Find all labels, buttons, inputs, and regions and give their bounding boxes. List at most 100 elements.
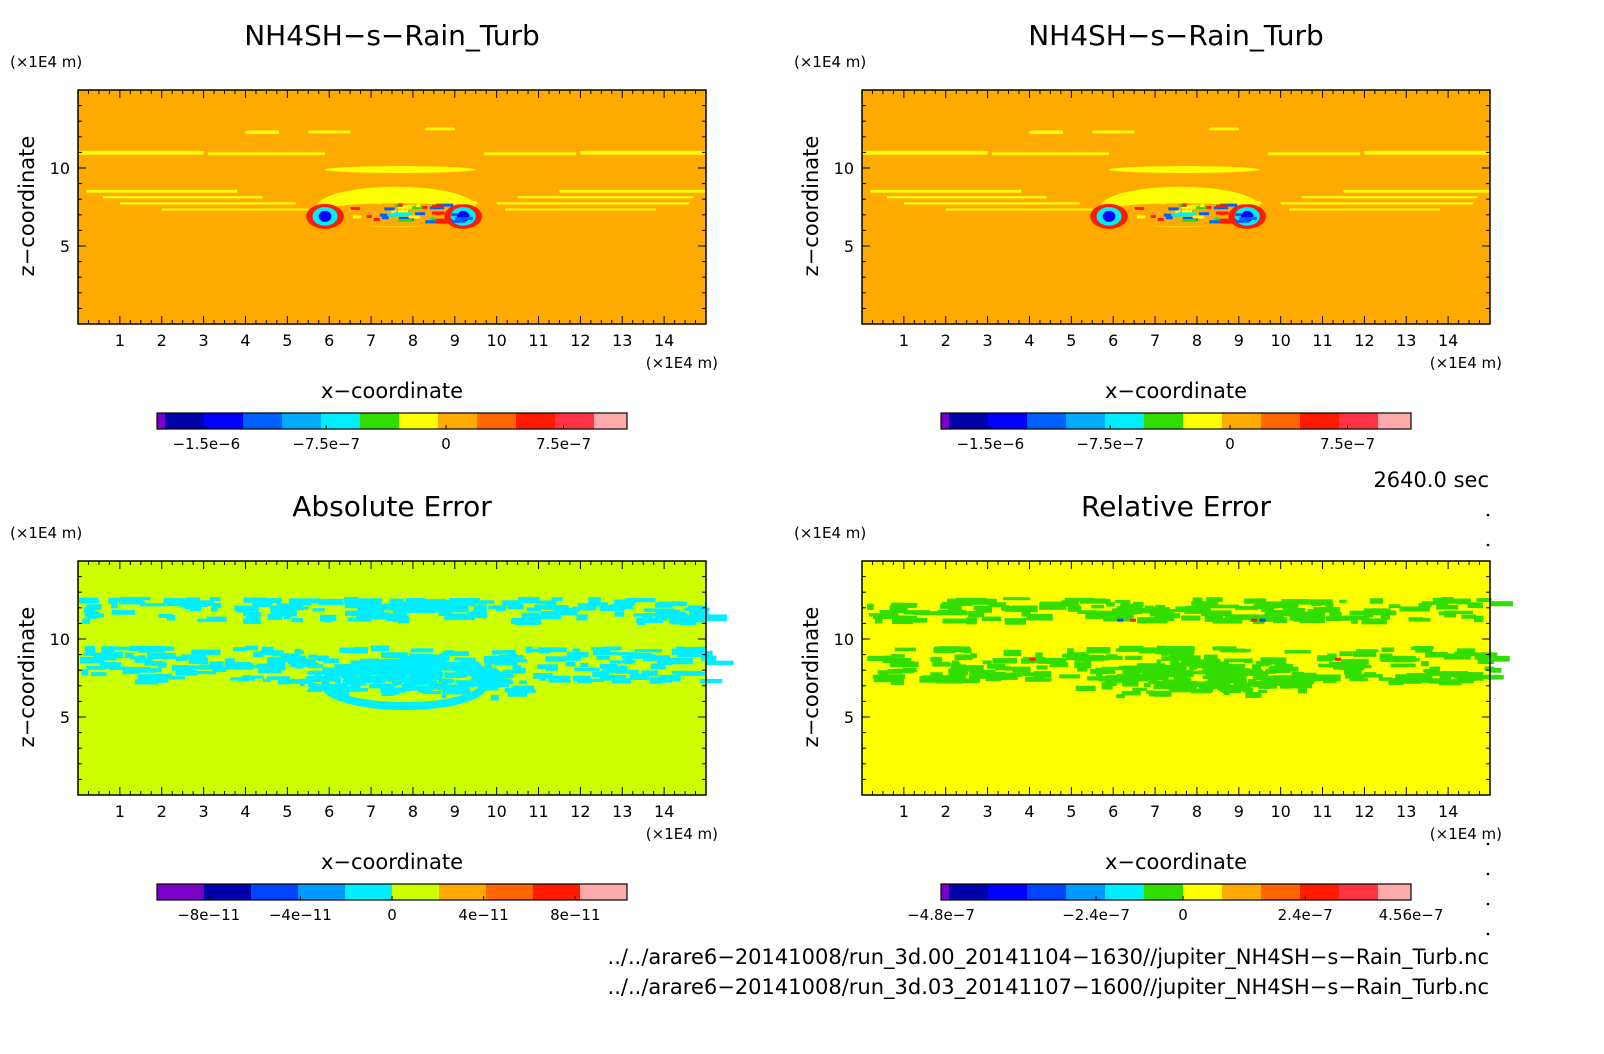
colorbar-swatch xyxy=(251,884,298,900)
colorbar-swatch xyxy=(1222,884,1261,900)
colorbar-swatch xyxy=(1378,884,1411,900)
colorbar-frame xyxy=(156,412,628,430)
x-tick-label: 4 xyxy=(240,331,250,350)
x-tick-label: 6 xyxy=(1108,331,1118,350)
colorbar-tick-label: 4.56e−7 xyxy=(1379,906,1444,924)
x-tick-label: 3 xyxy=(199,331,209,350)
colorbar-swatch xyxy=(1105,413,1144,429)
y-axis-label: z−coordinate xyxy=(799,607,823,748)
x-tick-label: 14 xyxy=(1438,802,1458,821)
colorbar-swatch xyxy=(165,413,204,429)
colorbar-swatch xyxy=(157,884,204,900)
colorbar-swatch xyxy=(1300,884,1339,900)
x-tick-label: 3 xyxy=(983,802,993,821)
colorbar-frame xyxy=(940,883,1412,901)
y-tick-label: 10 xyxy=(834,630,854,649)
x-tick-label: 5 xyxy=(1066,802,1076,821)
x-tick-label: 14 xyxy=(654,802,674,821)
x-tick-label: 11 xyxy=(1312,331,1332,350)
colorbar-swatch xyxy=(1183,413,1222,429)
x-tick-label: 7 xyxy=(1150,802,1160,821)
x-unit-label: (×1E4 m) xyxy=(1430,825,1502,843)
x-tick-label: 6 xyxy=(324,802,334,821)
colorbar-swatch xyxy=(1339,884,1378,900)
colorbar-swatch xyxy=(399,413,438,429)
colorbar-swatch xyxy=(298,884,345,900)
x-tick-label: 10 xyxy=(486,331,506,350)
x-tick-label: 1 xyxy=(899,331,909,350)
y-tick-label: 5 xyxy=(60,237,70,256)
panel-4: Relative Error(×1E4 m)(×1E4 m)1 2 3 4 5 6 7 8 9 1… xyxy=(794,490,1513,924)
colorbar: −1.5e−6 −7.5e−7 0 7.5e−7 xyxy=(940,412,1412,453)
colorbar-swatch xyxy=(516,413,555,429)
colorbar-swatch xyxy=(1066,413,1105,429)
x-axis-label: x−coordinate xyxy=(321,850,463,874)
colorbar-swatch xyxy=(1339,413,1378,429)
colorbar-tick-label: −2.4e−7 xyxy=(1062,906,1130,924)
heatmap-field xyxy=(78,561,734,795)
x-tick-label: 12 xyxy=(570,331,590,350)
x-tick-label: 6 xyxy=(1108,802,1118,821)
colorbar-tick-label: −4e−11 xyxy=(269,906,332,924)
colorbar-swatch xyxy=(1261,413,1300,429)
x-tick-label: 13 xyxy=(1396,331,1416,350)
x-tick-label: 13 xyxy=(1396,802,1416,821)
x-tick-label: 9 xyxy=(450,331,460,350)
x-tick-label: 8 xyxy=(1192,802,1202,821)
panel-1: NH4SH−s−Rain_Turb(×1E4 m)(×1E4 m)1 2 3 4 5 6 7… xyxy=(10,19,718,453)
colorbar-swatch xyxy=(486,884,533,900)
y-unit-label: (×1E4 m) xyxy=(10,524,82,542)
x-unit-label: (×1E4 m) xyxy=(646,825,718,843)
colorbar-tick-label: 0 xyxy=(441,435,451,453)
colorbar-swatch xyxy=(157,413,165,429)
edge-dots xyxy=(1486,513,1490,936)
heatmap-field xyxy=(862,90,1490,324)
x-tick-label: 14 xyxy=(1438,331,1458,350)
colorbar-tick-label: −1.5e−6 xyxy=(172,435,240,453)
heatmap-field xyxy=(78,90,706,324)
x-tick-label: 2 xyxy=(941,331,951,350)
colorbar-swatch xyxy=(1027,413,1066,429)
colorbar-tick-label: −4.8e−7 xyxy=(907,906,975,924)
colorbar-tick-label: 2.4e−7 xyxy=(1278,906,1333,924)
colorbar-swatch xyxy=(360,413,399,429)
x-axis-label: x−coordinate xyxy=(1105,850,1247,874)
colorbar-swatch xyxy=(392,884,439,900)
y-unit-label: (×1E4 m) xyxy=(794,524,866,542)
x-unit-label: (×1E4 m) xyxy=(1430,354,1502,372)
x-tick-label: 9 xyxy=(1234,331,1244,350)
x-tick-label: 1 xyxy=(115,802,125,821)
y-tick-label: 5 xyxy=(844,237,854,256)
chart-title: NH4SH−s−Rain_Turb xyxy=(1028,19,1324,52)
x-tick-label: 10 xyxy=(486,802,506,821)
y-axis-label: z−coordinate xyxy=(799,136,823,277)
colorbar-tick-label: −8e−11 xyxy=(177,906,240,924)
x-tick-label: 14 xyxy=(654,331,674,350)
colorbar-swatch xyxy=(533,884,580,900)
colorbar-swatch xyxy=(1027,884,1066,900)
colorbar-swatch xyxy=(555,413,594,429)
y-unit-label: (×1E4 m) xyxy=(10,53,82,71)
x-tick-label: 13 xyxy=(612,331,632,350)
chart-title: Absolute Error xyxy=(292,490,492,523)
y-tick-label: 5 xyxy=(844,708,854,727)
colorbar-swatch xyxy=(1261,884,1300,900)
x-tick-label: 5 xyxy=(282,802,292,821)
x-tick-label: 2 xyxy=(941,802,951,821)
colorbar-swatch xyxy=(243,413,282,429)
y-tick-label: 10 xyxy=(834,159,854,178)
colorbar-tick-label: 7.5e−7 xyxy=(1320,435,1375,453)
x-tick-label: 5 xyxy=(1066,331,1076,350)
x-tick-label: 2 xyxy=(157,802,167,821)
colorbar-tick-label: −7.5e−7 xyxy=(292,435,360,453)
colorbar-swatch xyxy=(1300,413,1339,429)
x-tick-label: 9 xyxy=(1234,802,1244,821)
x-tick-label: 4 xyxy=(240,802,250,821)
x-tick-label: 5 xyxy=(282,331,292,350)
x-tick-label: 3 xyxy=(983,331,993,350)
colorbar-swatch xyxy=(1378,413,1411,429)
y-tick-label: 10 xyxy=(50,159,70,178)
x-axis-label: x−coordinate xyxy=(1105,379,1247,403)
colorbar-tick-label: −1.5e−6 xyxy=(956,435,1024,453)
